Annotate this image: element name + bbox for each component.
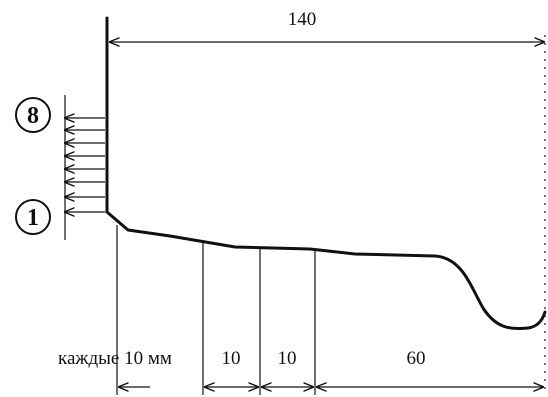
marker-label-8: 8	[27, 103, 39, 129]
marker-circle-8	[15, 97, 51, 133]
marker-circle-1	[15, 199, 51, 235]
profile-curve	[105, 210, 547, 331]
dim-label-every: каждые 10 мм	[58, 348, 172, 369]
dim-label-10-a: 10	[222, 348, 241, 369]
dim-label-10-b: 10	[278, 348, 297, 369]
marker-label-1: 1	[27, 205, 39, 231]
level-arrows	[65, 118, 105, 212]
dim-label-140: 140	[288, 9, 317, 30]
dim-label-60: 60	[407, 348, 426, 369]
